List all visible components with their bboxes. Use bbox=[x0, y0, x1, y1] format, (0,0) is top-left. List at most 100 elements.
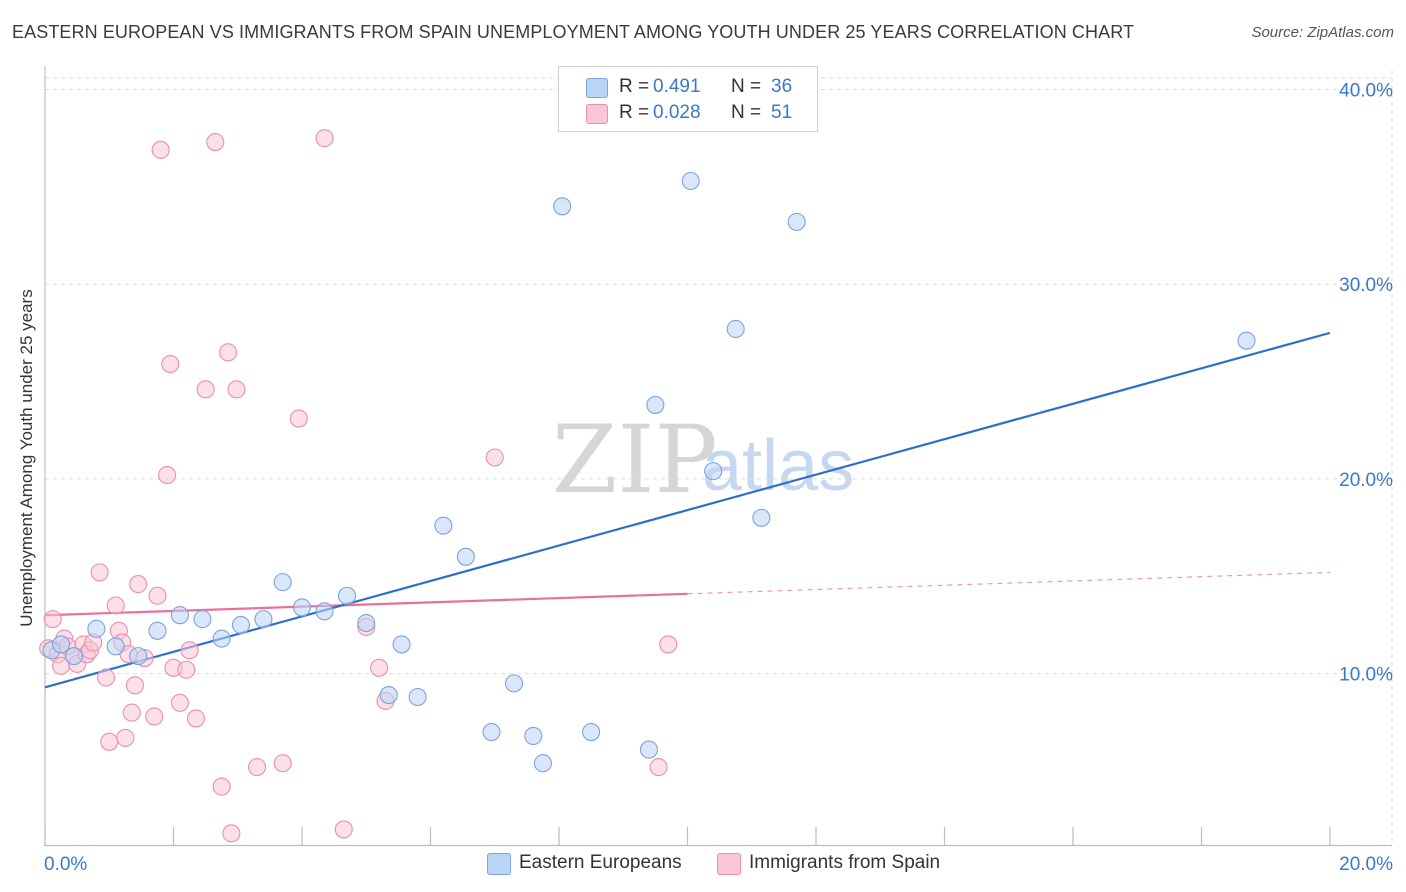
point-eastern-europeans bbox=[148, 621, 167, 640]
bottom-legend-label: Immigrants from Spain bbox=[749, 852, 941, 873]
point-eastern-europeans bbox=[456, 547, 475, 566]
point-eastern-europeans bbox=[704, 462, 723, 481]
point-eastern-europeans bbox=[639, 740, 659, 759]
point-eastern-europeans bbox=[379, 686, 398, 705]
point-immigrants-from-spain bbox=[485, 448, 504, 467]
point-eastern-europeans bbox=[170, 606, 189, 625]
point-eastern-europeans bbox=[212, 629, 231, 648]
point-eastern-europeans bbox=[87, 619, 106, 638]
point-immigrants-from-spain bbox=[170, 693, 189, 712]
point-eastern-europeans bbox=[392, 635, 411, 654]
y-tick-label: 30.0% bbox=[1339, 275, 1393, 296]
legend-n-label: N = bbox=[731, 102, 762, 123]
point-eastern-europeans bbox=[52, 635, 71, 654]
point-immigrants-from-spain bbox=[129, 575, 148, 594]
point-eastern-europeans bbox=[787, 212, 806, 231]
point-immigrants-from-spain bbox=[315, 129, 334, 148]
point-immigrants-from-spain bbox=[90, 563, 109, 582]
point-eastern-europeans bbox=[553, 197, 572, 216]
point-immigrants-from-spain bbox=[219, 343, 238, 362]
point-immigrants-from-spain bbox=[273, 754, 292, 773]
point-immigrants-from-spain bbox=[145, 707, 164, 726]
point-eastern-europeans bbox=[292, 598, 312, 617]
point-immigrants-from-spain bbox=[370, 658, 389, 677]
legend-r-label: R = bbox=[619, 102, 650, 123]
point-eastern-europeans bbox=[231, 615, 251, 635]
point-immigrants-from-spain bbox=[151, 140, 170, 159]
point-eastern-europeans bbox=[646, 395, 665, 414]
point-immigrants-from-spain bbox=[247, 758, 267, 777]
x-tick-label: 20.0% bbox=[1339, 854, 1393, 875]
watermark: ZIP atlas bbox=[552, 406, 854, 515]
point-immigrants-from-spain bbox=[158, 465, 177, 485]
point-immigrants-from-spain bbox=[196, 380, 215, 399]
point-eastern-europeans bbox=[482, 723, 501, 742]
point-immigrants-from-spain bbox=[96, 668, 116, 687]
point-eastern-europeans bbox=[524, 726, 543, 746]
y-tick-label: 20.0% bbox=[1339, 470, 1393, 491]
point-immigrants-from-spain bbox=[148, 586, 167, 605]
legend-r-value: 0.028 bbox=[653, 102, 701, 123]
trend-line-eastern-europeans bbox=[44, 331, 1331, 689]
watermark-atlas: atlas bbox=[702, 426, 854, 506]
chart-title: EASTERN EUROPEAN VS IMMIGRANTS FROM SPAI… bbox=[12, 22, 1135, 42]
point-immigrants-from-spain bbox=[659, 635, 678, 654]
trend-lines bbox=[44, 331, 1331, 689]
point-eastern-europeans bbox=[582, 723, 601, 742]
point-eastern-europeans bbox=[254, 610, 273, 629]
y-tick-labels: 10.0% 20.0% 30.0% 40.0% bbox=[1339, 80, 1393, 685]
x-tick-label: 0.0% bbox=[44, 854, 87, 875]
legend-swatch-blue bbox=[586, 78, 608, 98]
point-immigrants-from-spain bbox=[206, 132, 225, 152]
legend-n-label: N = bbox=[731, 76, 762, 97]
point-eastern-europeans bbox=[533, 754, 552, 773]
point-eastern-europeans bbox=[504, 674, 524, 693]
point-eastern-europeans bbox=[434, 516, 453, 535]
bottom-legend-swatch-pink bbox=[717, 853, 741, 875]
point-immigrants-from-spain bbox=[116, 728, 135, 747]
legend-n-value: 51 bbox=[771, 102, 793, 123]
axes bbox=[44, 66, 1392, 847]
point-eastern-europeans bbox=[337, 586, 357, 605]
point-immigrants-from-spain bbox=[100, 732, 119, 751]
y-tick-label: 10.0% bbox=[1339, 665, 1393, 686]
point-immigrants-from-spain bbox=[177, 660, 196, 679]
point-eastern-europeans bbox=[1237, 331, 1256, 350]
legend-r-label: R = bbox=[619, 76, 650, 97]
bottom-legend-swatch-blue bbox=[487, 853, 511, 875]
point-eastern-europeans bbox=[681, 171, 700, 191]
point-immigrants-from-spain bbox=[222, 824, 241, 843]
x-tick-labels: 0.0% 20.0% bbox=[44, 854, 1393, 875]
point-eastern-europeans bbox=[193, 610, 212, 629]
point-eastern-europeans bbox=[726, 319, 745, 339]
point-immigrants-from-spain bbox=[180, 641, 199, 660]
point-immigrants-from-spain bbox=[122, 703, 141, 722]
data-points bbox=[39, 129, 1256, 843]
watermark-zip: ZIP bbox=[552, 406, 718, 515]
point-eastern-europeans bbox=[106, 637, 125, 656]
point-immigrants-from-spain bbox=[212, 777, 231, 796]
point-eastern-europeans bbox=[752, 508, 771, 527]
trend-line-immigrants-from-spain-extension bbox=[687, 571, 1331, 595]
point-immigrants-from-spain bbox=[649, 758, 668, 777]
point-eastern-europeans bbox=[408, 687, 427, 707]
legend-swatch-pink bbox=[586, 104, 608, 124]
grid-lines bbox=[45, 70, 1393, 845]
trend-line-immigrants-from-spain bbox=[44, 592, 688, 617]
point-immigrants-from-spain bbox=[289, 409, 308, 428]
legend: R = 0.491 N = 36 R = 0.028 N = 51 bbox=[558, 66, 818, 132]
point-eastern-europeans bbox=[129, 647, 148, 666]
chart-source: Source: ZipAtlas.com bbox=[1251, 24, 1394, 41]
point-immigrants-from-spain bbox=[227, 380, 246, 399]
point-immigrants-from-spain bbox=[334, 820, 353, 839]
point-eastern-europeans bbox=[357, 613, 376, 633]
point-immigrants-from-spain bbox=[43, 610, 62, 629]
legend-n-value: 36 bbox=[771, 76, 793, 97]
point-eastern-europeans bbox=[273, 573, 292, 592]
bottom-legend-label: Eastern Europeans bbox=[519, 852, 682, 873]
point-eastern-europeans bbox=[64, 647, 83, 666]
legend-r-value: 0.491 bbox=[653, 76, 701, 97]
y-tick-label: 40.0% bbox=[1339, 80, 1393, 101]
point-immigrants-from-spain bbox=[161, 354, 180, 374]
